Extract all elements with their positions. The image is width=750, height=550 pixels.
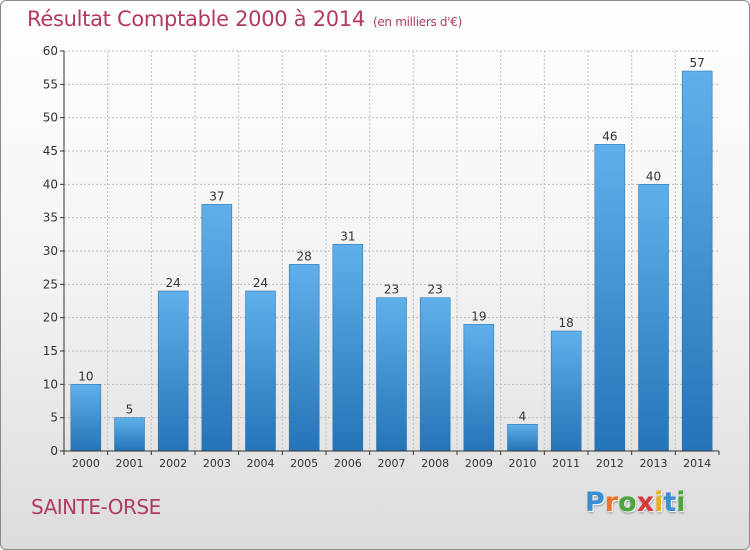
value-label-2009: 19 [471, 309, 486, 323]
bars [70, 70, 713, 452]
bar-2006[interactable] [332, 244, 364, 452]
y-tick-label: 50 [43, 111, 58, 125]
x-tick-label-2012: 2012 [596, 457, 624, 470]
bar-2002[interactable] [157, 290, 189, 452]
bar-2014[interactable] [681, 70, 713, 452]
logo-letter-0: P [585, 487, 605, 518]
value-label-2013: 40 [646, 169, 661, 183]
x-tick-label-2004: 2004 [247, 457, 275, 470]
bar-2013[interactable] [638, 184, 669, 452]
bar-2010[interactable] [507, 424, 538, 452]
bar-2008[interactable] [419, 297, 451, 452]
bar-2007[interactable] [376, 297, 407, 452]
place-name: SAINTE-ORSE [31, 495, 161, 519]
logo-letter-3: x [636, 487, 655, 518]
bar-2000[interactable] [70, 384, 102, 452]
bar-2009[interactable] [463, 324, 495, 452]
x-tick-label-2009: 2009 [465, 457, 493, 470]
x-tick-label-2007: 2007 [378, 457, 406, 470]
bar-2004[interactable] [245, 290, 276, 452]
value-label-2001: 5 [126, 403, 134, 417]
x-tick-label-2001: 2001 [116, 457, 144, 470]
value-label-2003: 37 [209, 189, 224, 203]
y-tick-label: 20 [43, 311, 58, 325]
logo-letter-1: r [604, 487, 619, 518]
logo-letter-2: o [618, 487, 637, 518]
y-tick-label: 60 [43, 44, 58, 58]
value-label-2012: 46 [602, 129, 617, 143]
y-tick-label: 35 [43, 211, 58, 225]
value-label-2005: 28 [297, 249, 312, 263]
x-tick-label-2013: 2013 [640, 457, 668, 470]
y-tick-label: 5 [50, 411, 58, 425]
bar-2003[interactable] [201, 204, 233, 452]
logo-letter-4: i [654, 487, 664, 518]
chart-title-text: Résultat Comptable 2000 à 2014 [27, 7, 365, 31]
y-tick-label: 25 [43, 277, 58, 291]
x-tick-label-2014: 2014 [683, 457, 711, 470]
value-label-2011: 18 [559, 316, 574, 330]
value-label-2008: 23 [428, 283, 443, 297]
x-tick-label-2003: 2003 [203, 457, 231, 470]
value-label-2006: 31 [340, 229, 355, 243]
value-label-2007: 23 [384, 283, 399, 297]
bar-2011[interactable] [550, 330, 582, 452]
y-tick-label: 15 [43, 344, 58, 358]
y-tick-label: 45 [43, 144, 58, 158]
value-label-2010: 4 [519, 409, 527, 423]
value-label-2002: 24 [166, 276, 181, 290]
y-tick-label: 40 [43, 177, 58, 191]
y-tick-label: 55 [43, 77, 58, 91]
logo-letter-6: i [676, 487, 686, 518]
chart-subtitle: (en milliers d'€) [372, 15, 462, 29]
axes [60, 50, 720, 455]
value-label-2014: 57 [690, 56, 705, 70]
labels: 0 5 10 15 20 25 30 35 40 45 50 55 60 10 2000 5 2001 24 200… [43, 44, 711, 470]
x-tick-label-2000: 2000 [72, 457, 100, 470]
x-tick-label-2005: 2005 [290, 457, 318, 470]
x-tick-label-2010: 2010 [509, 457, 537, 470]
bar-2005[interactable] [288, 264, 320, 452]
x-tick-label-2011: 2011 [552, 457, 580, 470]
value-label-2004: 24 [253, 276, 268, 290]
bar-2001[interactable] [114, 417, 145, 452]
y-tick-label: 10 [43, 377, 58, 391]
proxiti-logo[interactable]: Proxiti [585, 487, 686, 518]
logo-letter-5: t [663, 487, 677, 518]
x-tick-label-2008: 2008 [421, 457, 449, 470]
x-tick-label-2006: 2006 [334, 457, 362, 470]
x-tick-label-2002: 2002 [159, 457, 187, 470]
y-tick-label: 0 [50, 444, 58, 458]
y-tick-label: 30 [43, 244, 58, 258]
value-label-2000: 10 [78, 369, 93, 383]
bar-2012[interactable] [594, 144, 626, 452]
chart-title: Résultat Comptable 2000 à 2014 (en millie… [27, 7, 462, 31]
